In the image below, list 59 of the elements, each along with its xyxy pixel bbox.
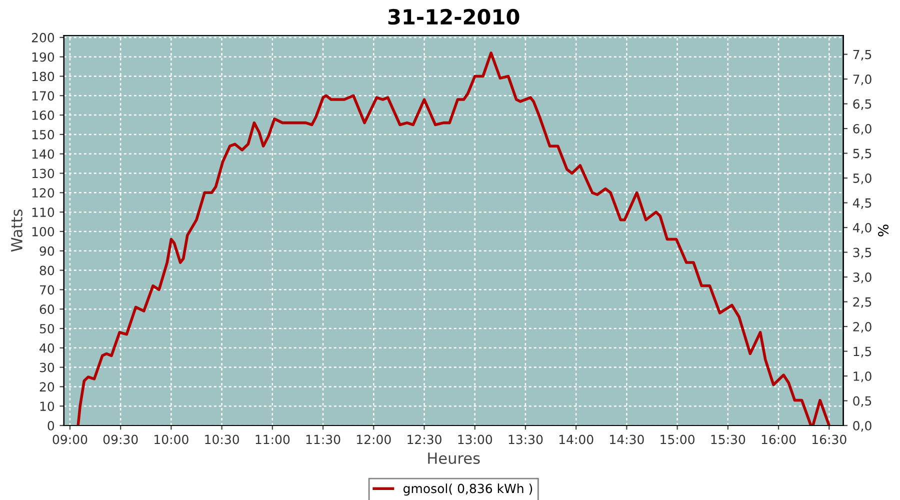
x-tick-label: 16:30 bbox=[812, 434, 846, 444]
y2-tick-label: 0,0 bbox=[853, 420, 872, 432]
chart-title: 31-12-2010 bbox=[388, 8, 520, 25]
y-tick-label: 150 bbox=[32, 130, 54, 140]
y-tick-label: 190 bbox=[32, 52, 54, 62]
x-tick-label: 13:30 bbox=[508, 434, 543, 444]
y2-tick-label: 7,0 bbox=[853, 74, 872, 86]
y2-tick-label: 1,0 bbox=[854, 371, 872, 382]
y-tick-label: 200 bbox=[32, 32, 54, 42]
y2-tick-label: 7,5 bbox=[853, 50, 872, 61]
y2-tick-label: 2,5 bbox=[853, 297, 872, 308]
y-tick-label: 140 bbox=[32, 149, 54, 159]
x-tick-label: 11:30 bbox=[306, 434, 340, 444]
y-tick-label: 80 bbox=[40, 266, 54, 276]
y-tick-label: 50 bbox=[40, 324, 54, 334]
x-tick-label: 14:30 bbox=[610, 434, 644, 444]
x-tick-label: 10:30 bbox=[205, 434, 239, 444]
y-tick-label: 20 bbox=[40, 382, 54, 392]
y2-tick-label: 4,5 bbox=[852, 198, 872, 209]
y-tick-label: 110 bbox=[32, 208, 54, 217]
x-tick-label: 14:00 bbox=[559, 434, 594, 444]
y2-tick-label: 5,5 bbox=[853, 148, 872, 160]
x-tick-label: 12:30 bbox=[408, 434, 442, 444]
y-tick-label: 0 bbox=[48, 420, 54, 430]
y-tick-label: 120 bbox=[32, 188, 54, 198]
line-series bbox=[76, 52, 831, 426]
y-tick-label: 10 bbox=[40, 402, 54, 412]
y-tick-label: 180 bbox=[32, 72, 54, 82]
y2-tick-label: 4,0 bbox=[852, 223, 872, 234]
y-tick-label: 90 bbox=[40, 246, 54, 256]
y2-tick-label: 1,5 bbox=[854, 346, 872, 358]
y2-tick-label: 6,0 bbox=[853, 124, 872, 135]
y2-tick-label: 0,5 bbox=[853, 396, 872, 407]
y2-axis-title: % bbox=[878, 224, 889, 236]
x-tick-label: 11:00 bbox=[256, 434, 290, 444]
y2-tick-label: 3,5 bbox=[853, 248, 872, 258]
x-tick-label: 12:00 bbox=[356, 434, 391, 444]
y-tick-label: 170 bbox=[32, 91, 54, 101]
y-tick-label: 60 bbox=[40, 304, 54, 314]
y-axis-title: Watts bbox=[11, 210, 22, 252]
x-axis-title: Heures bbox=[428, 452, 480, 464]
y2-tick-label: 3,0 bbox=[853, 272, 872, 284]
legend-label: gmosol( 0,836 kWh ) bbox=[403, 484, 532, 496]
y2-tick-label: 6,5 bbox=[853, 99, 872, 110]
x-tick-label: 09:00 bbox=[52, 434, 88, 444]
y-tick-label: 40 bbox=[40, 343, 54, 353]
x-tick-label: 15:30 bbox=[711, 434, 746, 444]
y-tick-label: 130 bbox=[32, 168, 54, 178]
x-tick-label: 15:00 bbox=[660, 434, 694, 444]
x-tick-label: 13:00 bbox=[458, 434, 492, 444]
y2-tick-label: 2,0 bbox=[853, 322, 872, 333]
y2-tick-label: 5,0 bbox=[853, 174, 872, 184]
y-tick-label: 70 bbox=[40, 285, 54, 295]
x-tick-label: 16:00 bbox=[762, 434, 796, 444]
x-tick-label: 10:00 bbox=[154, 434, 188, 444]
y-tick-label: 160 bbox=[32, 110, 54, 120]
x-tick-label: 09:30 bbox=[103, 434, 138, 444]
y-tick-label: 30 bbox=[40, 362, 54, 372]
y-tick-label: 100 bbox=[32, 226, 54, 236]
